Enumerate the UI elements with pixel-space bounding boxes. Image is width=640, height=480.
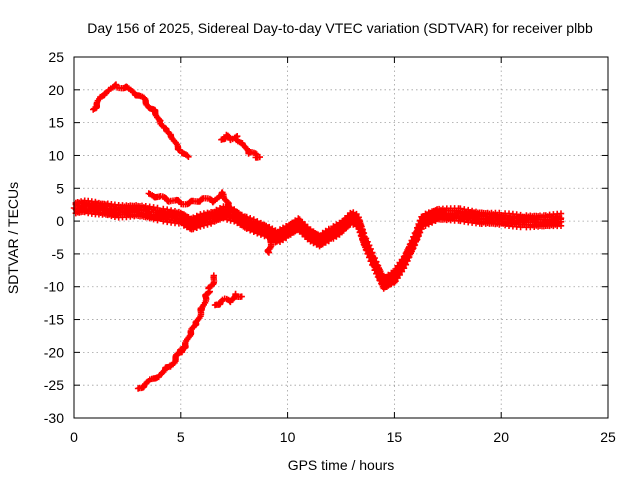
x-tick-label: 15 (387, 429, 403, 445)
series-arc-upper-right (218, 131, 263, 161)
y-tick-label: -15 (44, 312, 64, 328)
band-spread-markers (72, 197, 565, 292)
y-axis-label: SDTVAR / TECUs (5, 182, 21, 294)
x-tick-label: 20 (493, 429, 509, 445)
series-arc-upper (90, 81, 192, 160)
series-markers (211, 290, 245, 309)
series-markers (90, 81, 192, 160)
y-tick-label: 15 (48, 115, 64, 131)
y-tick-labels: -30 -25 -20 -15 -10 -5 0 5 10 15 20 25 (44, 49, 64, 426)
axis-ticks (73, 56, 609, 419)
y-tick-label: 10 (48, 147, 64, 163)
x-tick-label: 0 (70, 429, 78, 445)
series-markers (218, 131, 263, 161)
y-tick-label: 5 (56, 180, 64, 196)
band-main-spread (72, 197, 565, 292)
series-markers (134, 272, 218, 392)
y-tick-label: -20 (44, 344, 64, 360)
y-tick-label: 25 (48, 49, 64, 65)
plot-frame (73, 56, 609, 419)
series-arc-lower-right (211, 290, 245, 309)
y-tick-label: -25 (44, 377, 64, 393)
x-axis-label: GPS time / hours (288, 457, 395, 473)
series-arc-lower (134, 272, 218, 392)
y-tick-label: 0 (56, 213, 64, 229)
x-tick-labels: 0 5 10 15 20 25 (70, 429, 616, 445)
y-tick-label: 20 (48, 82, 64, 98)
y-tick-label: -30 (44, 410, 64, 426)
chart-title: Day 156 of 2025, Sidereal Day-to-day VTE… (87, 20, 593, 36)
y-tick-label: -5 (52, 246, 65, 262)
data-points (70, 81, 565, 392)
x-tick-label: 25 (600, 429, 616, 445)
x-tick-label: 5 (177, 429, 185, 445)
y-tick-label: -10 (44, 279, 64, 295)
x-tick-label: 10 (280, 429, 296, 445)
